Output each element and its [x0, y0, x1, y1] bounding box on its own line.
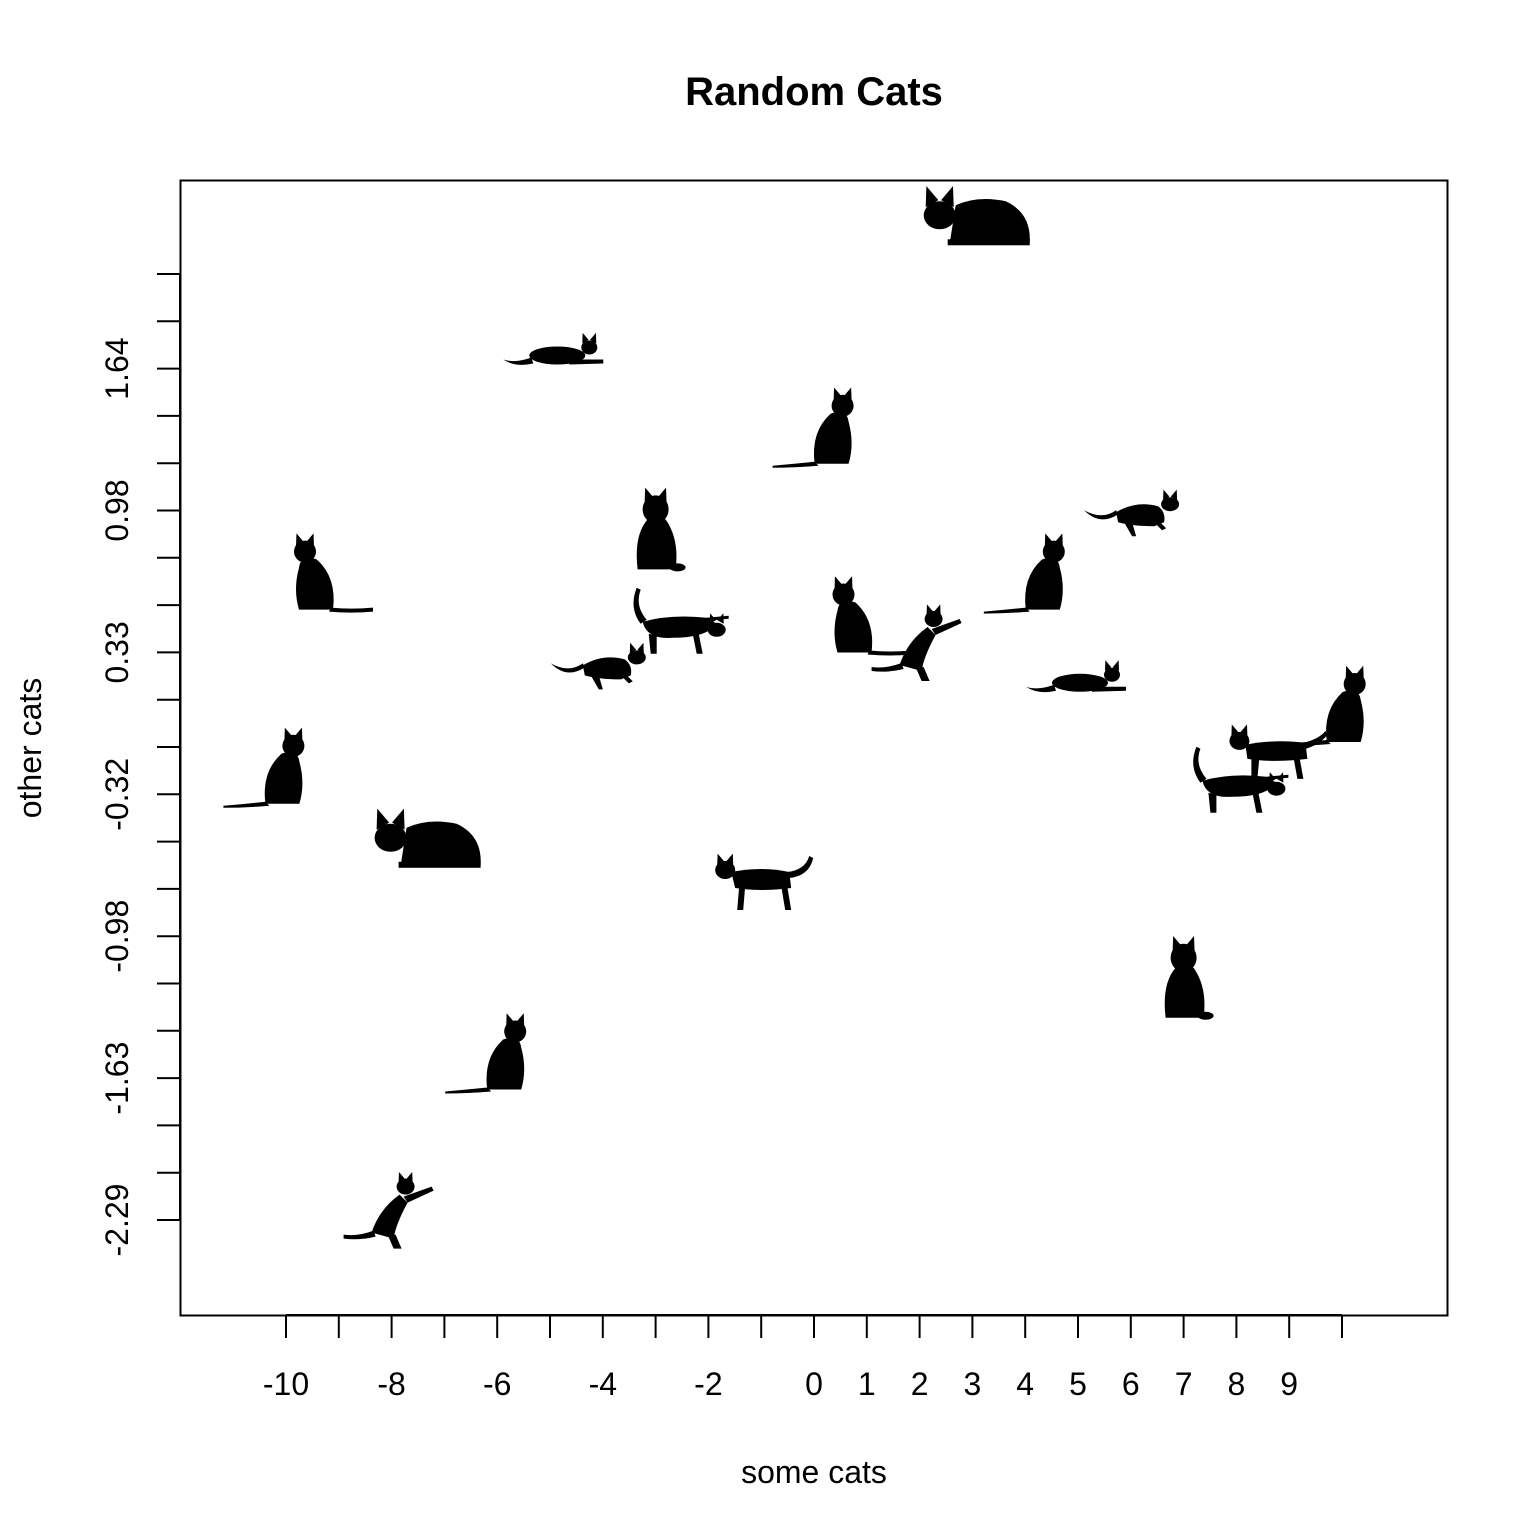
cat-point	[374, 808, 481, 868]
chart-title: Random Cats	[685, 70, 943, 114]
y-tick-label: -2.29	[99, 1184, 135, 1257]
cat-point	[223, 727, 305, 808]
y-axis-label: other cats	[12, 678, 48, 819]
x-axis-label: some cats	[741, 1454, 887, 1490]
y-tick-label: 0.98	[99, 479, 135, 541]
x-tick-label: 0	[805, 1366, 823, 1402]
x-tick-label: -10	[263, 1366, 309, 1402]
x-tick-label: 8	[1228, 1366, 1246, 1402]
cat-point	[983, 533, 1065, 614]
cat-point	[715, 853, 814, 910]
cat-point	[343, 1172, 434, 1249]
y-tick-label: -0.32	[99, 758, 135, 831]
cat-point	[772, 387, 854, 468]
y-tick-label: 0.33	[99, 621, 135, 683]
x-tick-label: -8	[377, 1366, 405, 1402]
cat-point	[550, 642, 646, 690]
cat-point	[1026, 660, 1126, 693]
cat-point	[1284, 665, 1366, 746]
x-tick-label: -6	[483, 1366, 511, 1402]
cat-point	[832, 576, 912, 656]
x-tick-label: -2	[694, 1366, 722, 1402]
data-points	[223, 186, 1366, 1249]
cat-point	[636, 487, 686, 572]
x-tick-label: 4	[1016, 1366, 1034, 1402]
x-tick-label: -4	[589, 1366, 617, 1402]
y-tick-label: -1.63	[99, 1042, 135, 1115]
cat-point	[1084, 489, 1180, 537]
x-tick-label: 9	[1280, 1366, 1298, 1402]
cat-point	[445, 1013, 527, 1094]
x-tick-label: 6	[1122, 1366, 1140, 1402]
cat-point	[294, 533, 373, 613]
cat-point	[633, 587, 729, 654]
y-tick-label: 1.64	[99, 337, 135, 399]
x-tick-label: 3	[964, 1366, 982, 1402]
y-axis: -2.29 -1.63 -0.98 -0.32 0.33 0.98 1.64	[99, 273, 181, 1257]
x-tick-label: 1	[858, 1366, 876, 1402]
cat-point	[1193, 746, 1289, 813]
x-tick-label: 2	[911, 1366, 929, 1402]
y-tick-label: -0.98	[99, 900, 135, 973]
x-tick-label: 5	[1069, 1366, 1087, 1402]
cat-point	[503, 332, 604, 365]
cat-point	[1229, 724, 1328, 779]
cat-point	[1164, 936, 1214, 1020]
x-tick-label: 7	[1175, 1366, 1193, 1402]
cat-point	[871, 604, 962, 681]
x-axis: -10 -8 -6 -4 -2 0 1 2 3 4 5 6 7 8 9	[263, 1314, 1343, 1402]
cat-point	[923, 186, 1030, 246]
